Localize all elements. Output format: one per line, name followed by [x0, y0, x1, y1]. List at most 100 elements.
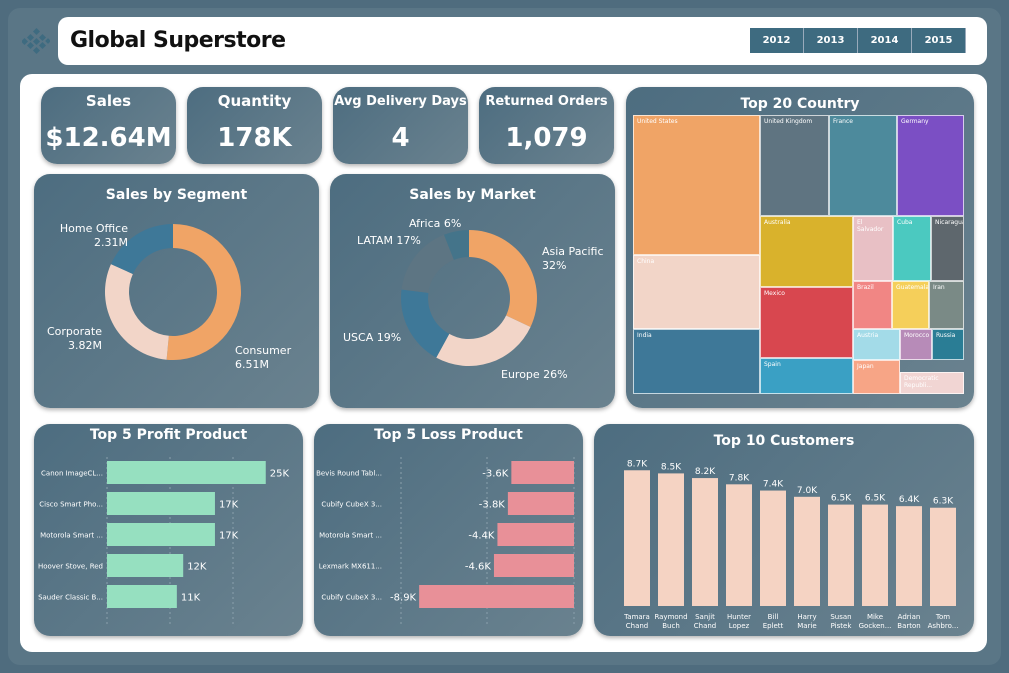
bar [896, 506, 922, 606]
bar [419, 585, 574, 608]
bar-category-label: Hunter [727, 613, 751, 621]
customers-card: Top 10 Customers 8.7K Tamara Chand 8.5K Raym… [594, 424, 974, 636]
bar-category-label: Eplett [763, 622, 784, 630]
treemap-cell[interactable]: Mexico [760, 287, 853, 358]
treemap-cell[interactable]: Spain [760, 358, 853, 394]
bar-category-label: Motorola Smart ... [319, 532, 382, 540]
bar-category-label: Sauder Classic B... [38, 594, 103, 602]
donut-label: Consumer [235, 344, 292, 357]
bar [107, 554, 184, 577]
bar-value-label: 8.2K [695, 467, 716, 477]
kpi-label: Sales [85, 92, 132, 110]
bar-category-label: Pistek [831, 622, 853, 630]
bar [497, 523, 574, 546]
market-card: Sales by Market Asia Pacific 32% Europe 26… [330, 174, 615, 408]
profit-title: Top 5 Profit Product [89, 427, 248, 443]
bar [828, 504, 854, 606]
treemap-cell[interactable]: Morocco [900, 329, 932, 360]
bar-category-label: Tamara [623, 613, 650, 621]
loss-bar-chart: Bevis Round Tabl... -3.6K Cubify CubeX 3..… [316, 457, 575, 624]
treemap-cell[interactable]: United Kingdom [760, 115, 829, 216]
kpi-label: Quantity [217, 92, 292, 110]
bar [107, 461, 266, 484]
kpi-label: Avg Delivery Days [334, 94, 467, 109]
bar [107, 585, 177, 608]
treemap-cell[interactable]: Russia [932, 329, 964, 360]
kpi-card-sales: Sales $12.64M [41, 87, 176, 164]
bar-value-label: 12K [187, 562, 207, 573]
bar-value-label: -8.9K [390, 593, 417, 604]
donut-slice-corporate [104, 264, 169, 360]
bar [930, 507, 956, 606]
treemap-cell[interactable]: China [633, 255, 760, 329]
treemap-cell[interactable]: United States [633, 115, 760, 255]
bar-category-label: Cisco Smart Pho... [39, 501, 103, 509]
treemap-cell[interactable]: Guatemala [892, 281, 929, 329]
country-treemap: United States China India United Kingdom Fra… [633, 115, 964, 394]
bar-category-label: Marie [797, 622, 816, 630]
loss-card: Top 5 Loss Product Bevis Round Tabl... -3… [314, 424, 583, 636]
bar-value-label: -3.6K [482, 469, 509, 480]
bar-category-label: Sanjit [695, 613, 715, 621]
bar-value-label: 6.3K [933, 497, 954, 507]
country-card: Top 20 Country United States China India Un… [626, 87, 974, 408]
donut-label: Africa 6% [409, 217, 461, 230]
bar-category-label: Chand [626, 622, 649, 630]
bar-value-label: 11K [181, 593, 201, 604]
treemap-cell[interactable]: Democratic Republi... [900, 372, 964, 394]
bar-value-label: 6.5K [865, 494, 886, 504]
treemap-cell[interactable]: Japan [853, 360, 900, 394]
bar-category-label: Adrian [898, 613, 921, 621]
profit-card: Top 5 Profit Product Canon ImageCL... 25K… [34, 424, 303, 636]
market-title: Sales by Market [409, 187, 536, 203]
treemap-cell[interactable]: Cuba [893, 216, 931, 281]
bar-category-label: Susan [830, 613, 851, 621]
bar [658, 473, 684, 606]
bar-category-label: Barton [897, 622, 920, 630]
kpi-card-quantity: Quantity 178K [187, 87, 322, 164]
bar-value-label: 7.0K [797, 486, 818, 496]
bar [507, 492, 574, 515]
bar [511, 461, 574, 484]
treemap-cell[interactable]: El Salvador [853, 216, 893, 281]
donut-slice-latam [401, 234, 454, 293]
page-title: Global Superstore [70, 28, 286, 53]
year-button-2013[interactable]: 2013 [804, 28, 858, 53]
bar [726, 484, 752, 606]
bar-value-label: 8.7K [627, 459, 648, 469]
bar-category-label: Bevis Round Tabl... [316, 470, 382, 478]
year-button-2012[interactable]: 2012 [750, 28, 804, 53]
donut-label: 6.51M [235, 358, 269, 371]
bar-category-label: Raymond [654, 613, 687, 621]
treemap-cell[interactable]: Iran [929, 281, 964, 329]
donut-label: Asia Pacific [542, 245, 604, 258]
segment-title: Sales by Segment [105, 187, 248, 203]
customers-title: Top 10 Customers [713, 433, 855, 449]
treemap-cell[interactable]: Brazil [853, 281, 892, 329]
donut-label: 3.82M [68, 339, 102, 352]
treemap-cell[interactable]: France [829, 115, 897, 216]
treemap-cell[interactable]: Germany [897, 115, 964, 216]
bar-category-label: Chand [694, 622, 717, 630]
treemap-cell[interactable]: Australia [760, 216, 853, 287]
loss-title: Top 5 Loss Product [374, 427, 523, 443]
year-button-2014[interactable]: 2014 [858, 28, 912, 53]
year-button-2015[interactable]: 2015 [912, 28, 966, 53]
bar-category-label: Cubify CubeX 3... [321, 594, 382, 602]
year-slicer: 2012 2013 2014 2015 [750, 28, 966, 53]
bar-category-label: Tom [935, 613, 950, 621]
bar-category-label: Bill [768, 613, 779, 621]
customers-bar-chart: 8.7KTamaraChand8.5KRaymondBuch8.2KSanjit… [623, 459, 958, 630]
profit-bar-chart: Canon ImageCL... 25K Cisco Smart Pho... 17K… [38, 457, 289, 624]
bar-category-label: Cubify CubeX 3... [321, 501, 382, 509]
bar [493, 554, 574, 577]
kpi-label: Returned Orders [485, 94, 608, 109]
treemap-cell[interactable]: Nicaragua [931, 216, 964, 281]
donut-slice-usca [401, 289, 450, 358]
bar-value-label: -4.4K [468, 531, 495, 542]
bar-value-label: 17K [219, 500, 239, 511]
treemap-cell[interactable]: Austria [853, 329, 900, 360]
treemap-cell[interactable]: India [633, 329, 760, 394]
